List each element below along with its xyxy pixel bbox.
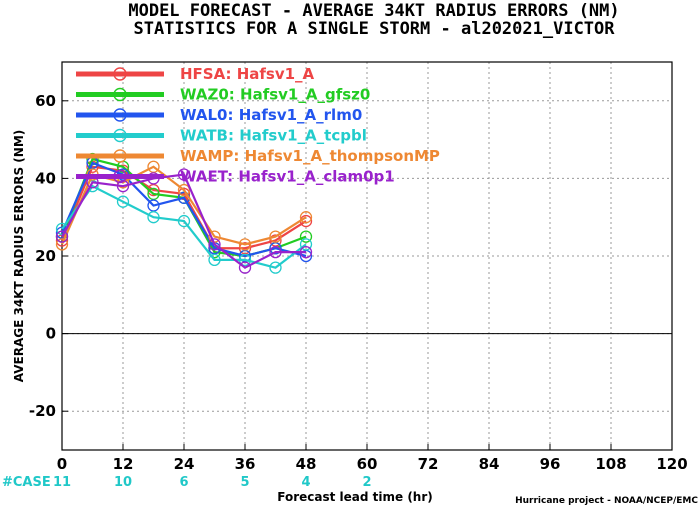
series-line [60,161,307,258]
data-point [299,211,313,224]
legend-label: WAET: Hafsv1_A_clam0p1 [180,168,395,186]
data-point [177,183,191,197]
data-point [269,230,282,243]
data-point [299,230,313,243]
data-point [55,230,69,243]
chart-title: MODEL FORECAST - AVERAGE 34KT RADIUS ERR… [128,1,619,21]
data-point [299,245,313,259]
y-tick-label: 20 [35,247,56,265]
x-axis-label: Forecast lead time (hr) [277,490,433,504]
data-point [177,214,191,228]
x-tick-label: 84 [479,455,500,473]
data-point [238,253,252,267]
grid-lines [61,62,673,450]
case-count: 11 [53,475,71,490]
data-point [177,168,191,181]
x-tick-label: 96 [540,455,561,473]
legend-label: WAZ0: Hafsv1_A_gfsz0 [180,86,370,104]
legend-label: WAL0: Hafsv1_A_rlm0 [180,106,362,124]
series-line [61,173,306,269]
series-group [55,180,313,274]
data-point [147,211,160,224]
x-tick-label: 48 [296,455,317,473]
data-point [269,245,282,259]
legend-label: WATB: Hafsv1_A_tcpbl [180,127,367,145]
series-line [60,165,307,250]
case-count: 4 [301,475,310,490]
y-tick-label: 40 [35,169,56,187]
x-tick-label: 60 [357,455,378,473]
data-point [208,253,221,267]
chart-subtitle: STATISTICS FOR A SINGLE STORM - al202021… [133,19,615,39]
y-axis-label: AVERAGE 34KT RADIUS ERRORS (NM) [12,130,26,382]
data-point [238,238,252,251]
x-tick-label: 24 [174,455,195,473]
x-tick-label: 12 [113,455,134,473]
case-label: #CASE [2,475,51,490]
x-tick-label: 0 [57,455,67,473]
case-counts: 11 10 6 5 4 2 [53,475,372,490]
data-point [55,238,69,251]
tick-labels: 0 12 24 36 48 60 72 84 96 108 120 -20 0 20 40 60 [29,92,688,473]
x-tick-label: 36 [235,455,256,473]
data-point [116,180,130,193]
x-tick-label: 72 [418,455,439,473]
x-tick-label: 120 [656,455,687,473]
legend-marker [113,67,127,81]
data-point [269,261,282,274]
series-group [55,168,313,274]
y-tick-label: 0 [46,325,56,343]
series-line [61,184,307,269]
data-point [238,261,252,274]
y-tick-label: 60 [35,92,56,110]
credit-text: Hurricane project - NOAA/NCEP/EMC [515,496,698,506]
case-count: 2 [362,475,371,490]
legend-label: HFSA: Hafsv1_A [180,65,315,83]
case-count: 6 [179,475,188,490]
legend-marker [113,128,127,143]
axes [61,61,673,451]
legend-label: WAMP: Hafsv1_A_thompsonMP [180,147,440,165]
data-point [299,238,313,251]
legend-marker [113,149,127,163]
x-tick-label: 108 [595,455,626,473]
y-tick-label: -20 [29,402,56,420]
legend: HFSA: Hafsv1_A WAZ0: Hafsv1_A_gfsz0 WAL0: … [76,65,440,186]
legend-marker [113,108,127,122]
data-point [208,238,221,251]
legend-marker [113,87,127,102]
case-count: 5 [240,475,249,490]
data-point [116,195,130,208]
case-count: 10 [114,475,132,490]
legend-marker [113,169,127,184]
